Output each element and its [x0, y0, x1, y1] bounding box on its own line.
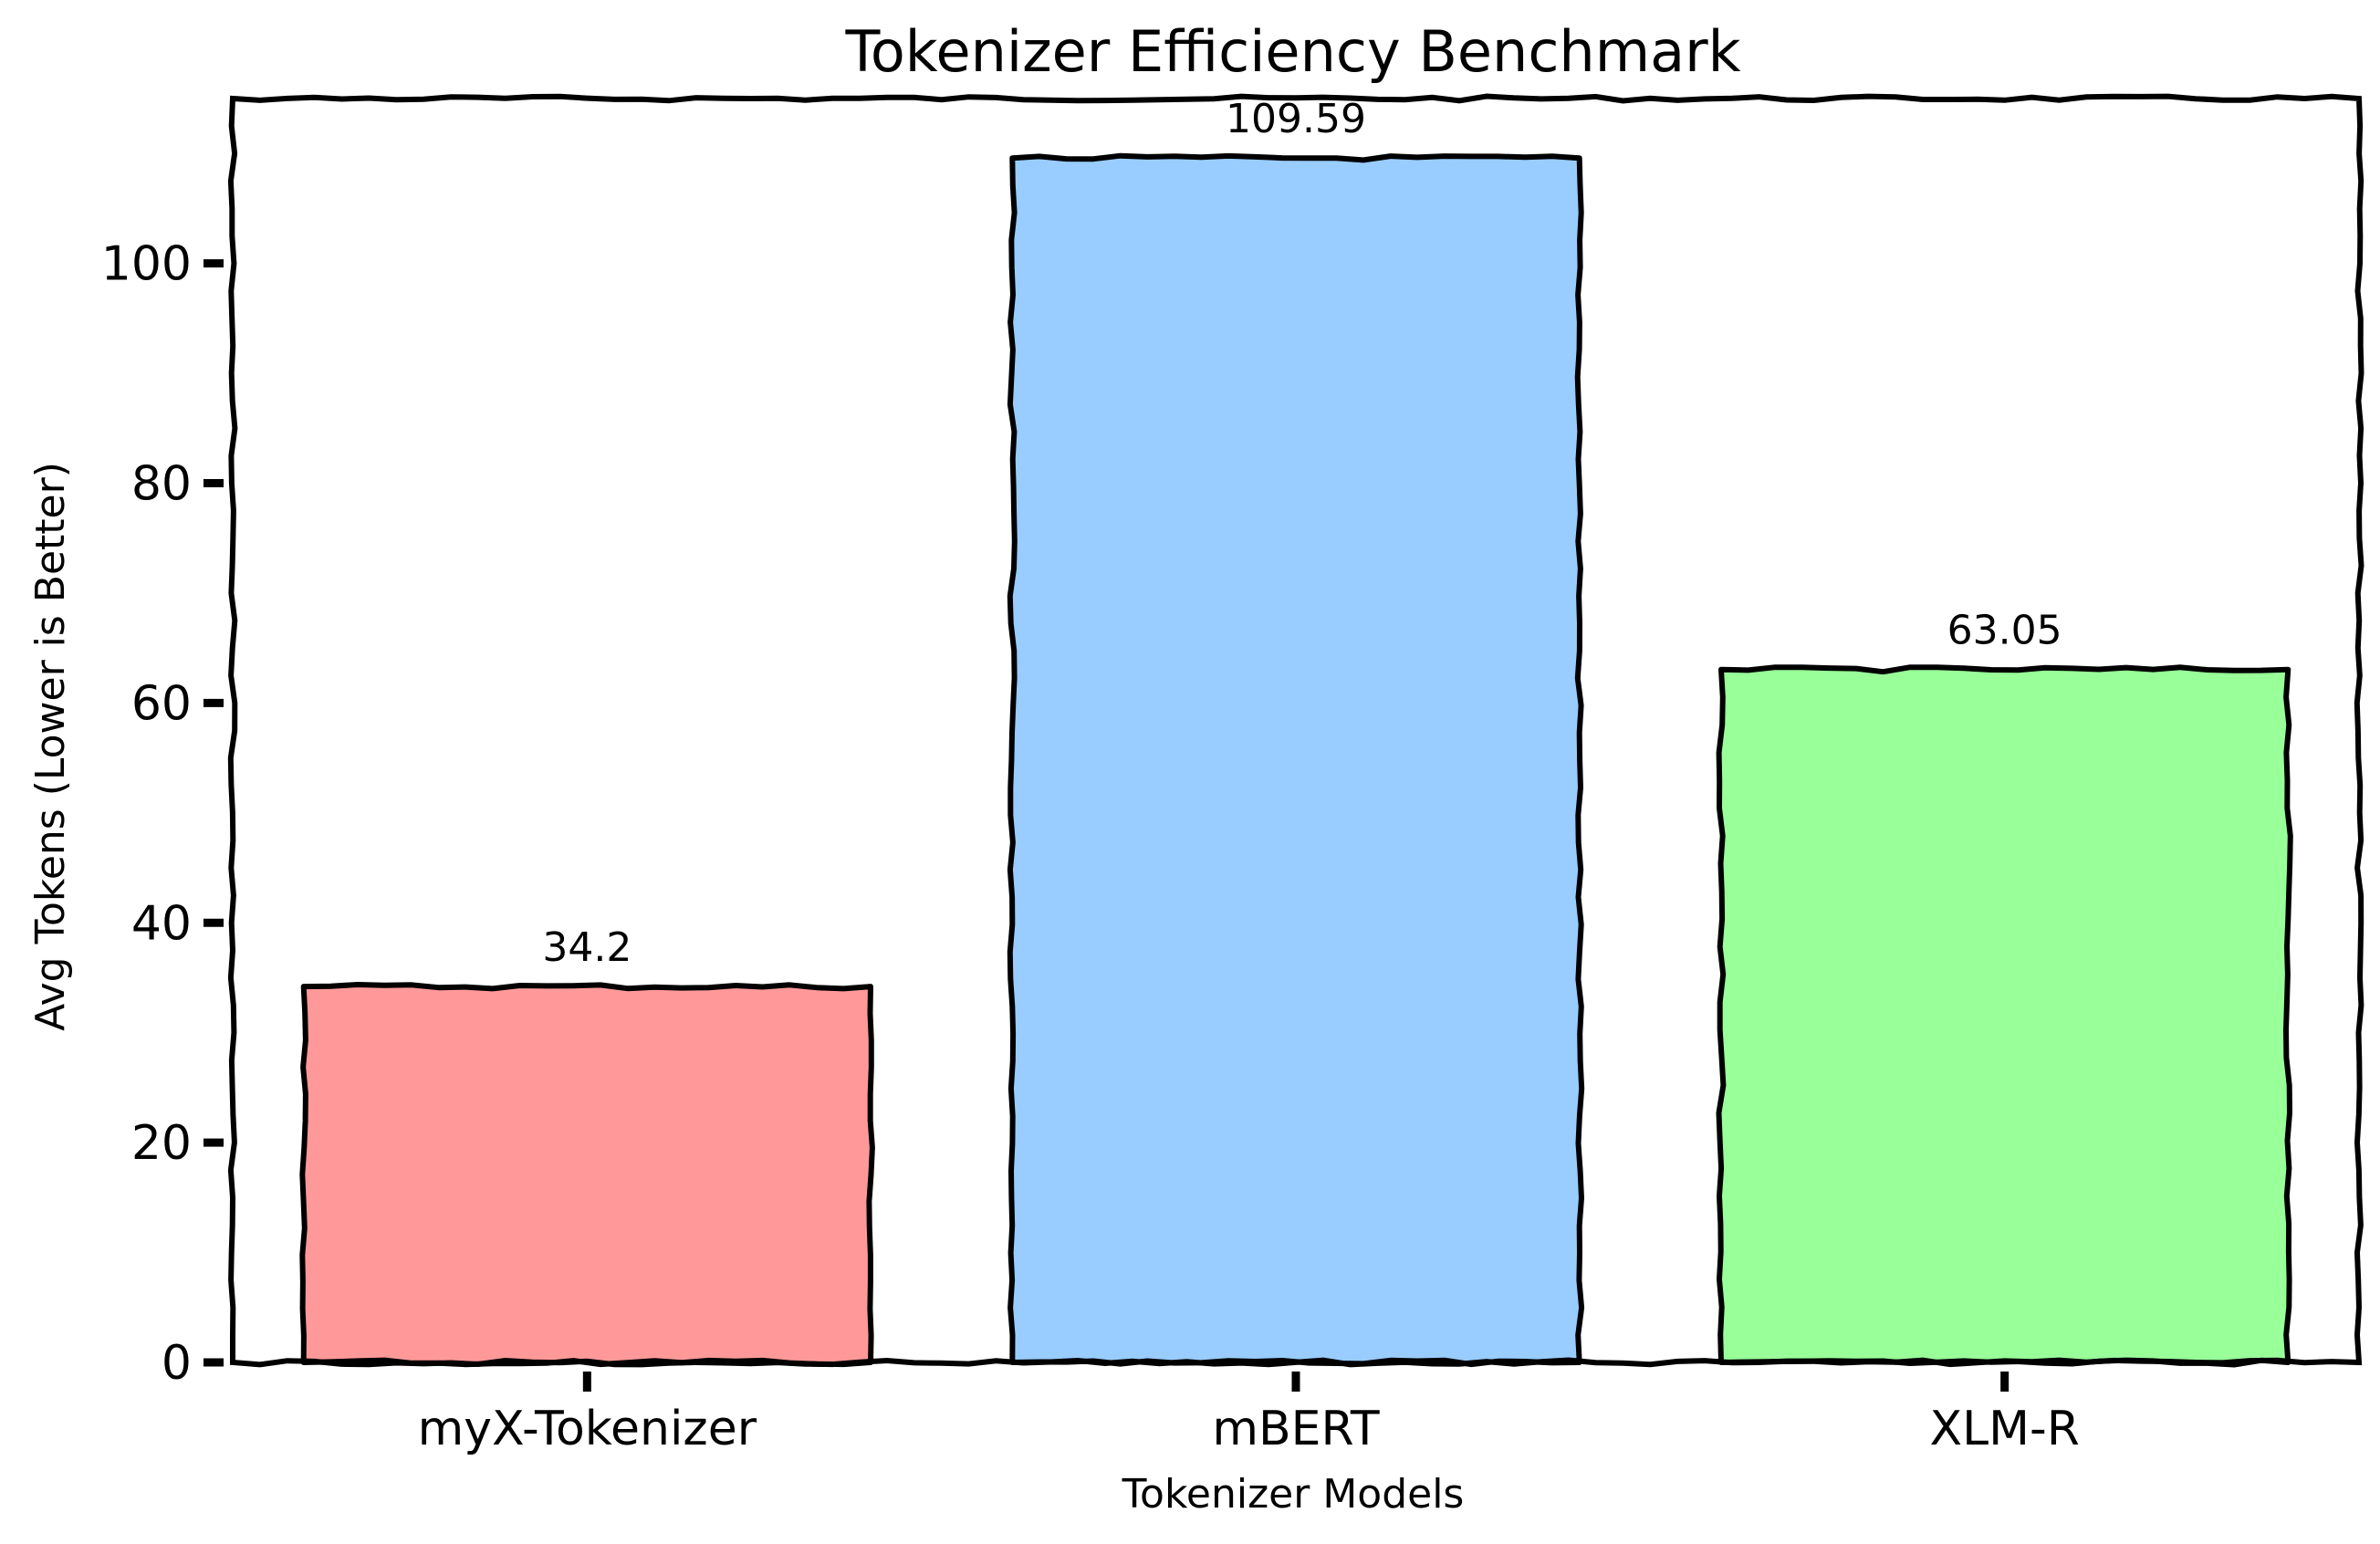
- chart-title: Tokenizer Efficiency Benchmark: [844, 18, 1740, 85]
- ticks-layer: myX-Tokenizer mBERT XLM-R 0 20 40 60 80 100: [101, 237, 2080, 1456]
- data-label-mbert: 109.59: [1226, 96, 1366, 142]
- y-tick-label-80: 80: [131, 457, 192, 512]
- y-tick-label-100: 100: [101, 237, 192, 292]
- x-tick-label-mbert: mBERT: [1212, 1402, 1380, 1456]
- y-tick-label-0: 0: [162, 1336, 192, 1391]
- data-label-xlm-r: 63.05: [1947, 608, 2062, 654]
- y-tick-label-60: 60: [131, 676, 192, 731]
- y-tick-label-20: 20: [131, 1116, 192, 1171]
- bars-layer: [299, 152, 2293, 1368]
- bar-xlm-r: [1716, 664, 2293, 1368]
- x-tick-label-xlm-r: XLM-R: [1929, 1402, 2079, 1456]
- bar-mbert: [1007, 152, 1585, 1368]
- plot-frame: [227, 93, 2364, 1368]
- bar-myx-tokenizer: [299, 982, 875, 1368]
- x-tick-label-myx-tokenizer: myX-Tokenizer: [418, 1402, 757, 1456]
- y-axis-label: Avg Tokens (Lower is Better): [27, 462, 74, 1031]
- x-axis-label: Tokenizer Models: [1122, 1471, 1465, 1518]
- data-labels-layer: 34.2 109.59 63.05: [542, 96, 2062, 971]
- data-label-myx-tokenizer: 34.2: [542, 924, 632, 971]
- y-tick-label-40: 40: [131, 896, 192, 951]
